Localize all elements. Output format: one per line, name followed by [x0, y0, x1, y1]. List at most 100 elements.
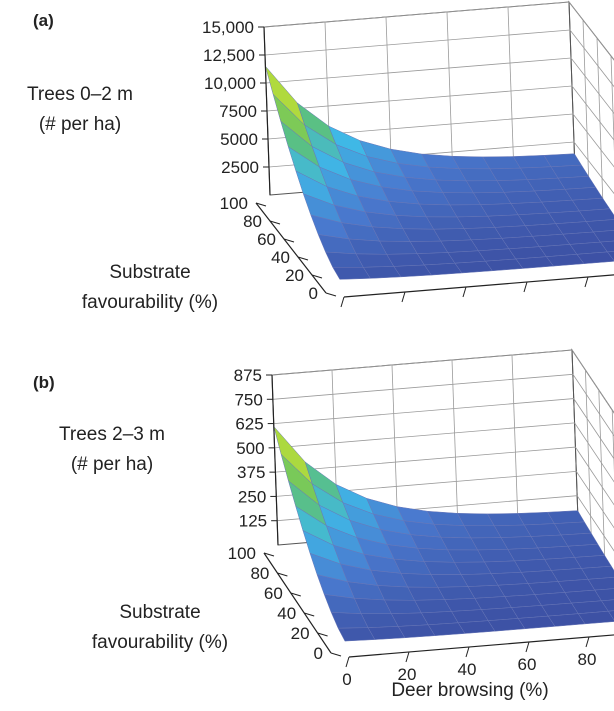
y-tick — [330, 652, 342, 657]
surface-cell — [560, 532, 599, 547]
z-tick-label: 15,000 — [202, 18, 254, 37]
gridline — [276, 470, 614, 529]
gridline — [267, 113, 614, 168]
z-tick-label: 500 — [236, 439, 264, 458]
z-axis — [271, 374, 279, 546]
gridline — [585, 369, 592, 541]
z-tick-label: 250 — [238, 487, 266, 506]
y-tick-label: 40 — [271, 248, 290, 267]
y-tick-label: 100 — [220, 194, 248, 213]
gridline — [271, 349, 614, 414]
panel-a: 2500 5000 7500 10,000 12,500 15,000 1008060402… — [27, 0, 614, 313]
y-tick-label: 0 — [309, 284, 318, 303]
panel-label: (a) — [33, 11, 54, 30]
y-tick-label: 80 — [243, 212, 262, 231]
z-tick-label: 2500 — [221, 158, 259, 177]
z-tick-label: 7500 — [219, 102, 257, 121]
y-tick — [304, 612, 315, 617]
x-axis-label: Deer browsing (%) — [391, 680, 548, 701]
y-tick-label: 20 — [291, 624, 310, 643]
gridline — [265, 57, 614, 114]
y-tick-label: 80 — [250, 564, 269, 583]
gridline — [275, 446, 614, 506]
y-tick — [255, 202, 267, 207]
surface-cell — [557, 176, 597, 190]
z-axis-label-line2: (# per ha) — [71, 454, 153, 475]
z-tick-label: 875 — [234, 366, 262, 385]
browse-axis — [343, 274, 614, 298]
x-tick-label: 80 — [578, 650, 597, 669]
x-tick — [405, 651, 410, 663]
gridline — [264, 29, 614, 88]
surface-cell — [550, 164, 590, 179]
surface-cell — [543, 153, 582, 168]
y-axis-label-line2: favourability (%) — [92, 632, 228, 653]
substrate-axis — [263, 552, 332, 654]
surface-cell — [601, 599, 614, 612]
y-axis-label-line2: favourability (%) — [82, 292, 218, 313]
x-tick — [465, 646, 470, 658]
z-tick-label: 12,500 — [203, 46, 255, 65]
x-tick — [345, 656, 350, 668]
surface-cell — [567, 543, 606, 558]
panel-label: (b) — [33, 373, 55, 392]
browse-axis — [348, 634, 614, 658]
x-tick — [584, 276, 589, 288]
z-axis-label-line2: (# per ha) — [39, 114, 121, 135]
z-axis-label-line1: Trees 0–2 m — [27, 84, 133, 105]
gridline — [272, 373, 614, 437]
gridline — [451, 359, 459, 531]
y-axis-label-line1: Substrate — [109, 262, 190, 283]
gridline — [611, 409, 614, 473]
y-tick — [311, 274, 323, 279]
surface-cell — [592, 230, 614, 243]
x-tick — [401, 291, 406, 303]
gridline — [266, 85, 614, 141]
x-tick-label: 20 — [398, 665, 417, 684]
x-tick — [340, 296, 345, 308]
x-tick — [525, 641, 530, 653]
surface-cell — [606, 251, 614, 262]
gridline — [274, 422, 614, 483]
z-tick-label: 375 — [237, 463, 265, 482]
y-tick-label: 0 — [314, 644, 323, 663]
y-tick — [297, 256, 309, 261]
x-tick — [523, 281, 528, 293]
x-tick — [462, 286, 467, 298]
surface-cell — [607, 610, 614, 621]
gridline — [263, 1, 614, 61]
surface-cell — [594, 588, 614, 602]
substrate-axis — [255, 202, 327, 294]
x-tick — [585, 636, 590, 648]
gridline — [273, 398, 614, 460]
y-tick — [269, 220, 281, 225]
y-tick — [277, 572, 288, 577]
surface-cell — [577, 610, 614, 625]
z-tick-label: 5000 — [220, 130, 258, 149]
y-tick — [290, 592, 301, 597]
y-tick — [325, 292, 337, 297]
x-tick-label: 60 — [518, 655, 537, 674]
y-tick — [263, 552, 275, 557]
surface-cell — [587, 577, 614, 591]
z-tick-label: 625 — [235, 415, 263, 434]
x-tick-label: 40 — [458, 660, 477, 679]
side-wall — [571, 348, 614, 575]
gridline — [598, 389, 606, 561]
x-tick-label: 0 — [342, 670, 351, 689]
y-tick-label: 60 — [264, 584, 283, 603]
y-tick-label: 100 — [228, 544, 256, 563]
surface-cell — [547, 510, 585, 524]
z-axis-label-line1: Trees 2–3 m — [59, 424, 165, 445]
y-tick-label: 40 — [277, 604, 296, 623]
gridline — [511, 354, 519, 526]
y-tick — [283, 238, 295, 243]
z-tick-label: 10,000 — [204, 74, 256, 93]
z-tick-label: 125 — [239, 512, 267, 531]
y-tick-label: 60 — [257, 230, 276, 249]
z-tick-label: 750 — [234, 390, 262, 409]
y-axis-label-line1: Substrate — [119, 602, 200, 623]
y-tick-label: 20 — [285, 266, 304, 285]
